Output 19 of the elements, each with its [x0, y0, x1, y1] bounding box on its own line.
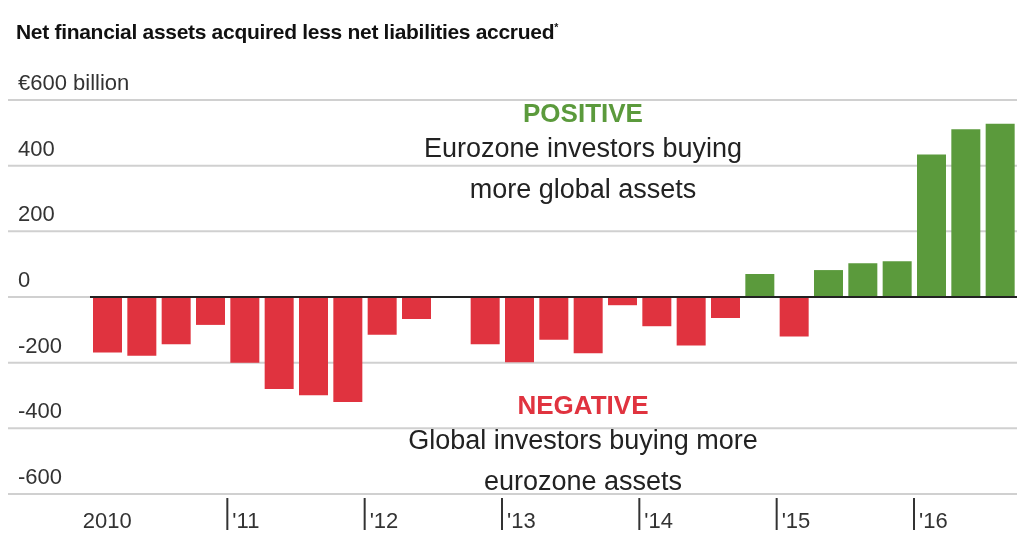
annotation: Eurozone investors buying more global assets	[422, 132, 744, 206]
annotation: NEGATIVE	[516, 390, 650, 420]
x-tick-label: '15	[781, 508, 811, 533]
y-tick-label: -200	[18, 332, 63, 358]
y-tick-label: -400	[18, 398, 63, 424]
x-tick-label: '11	[232, 508, 260, 533]
y-tick-label: €600 billion	[18, 70, 130, 95]
x-tick-label: '16	[919, 508, 948, 533]
annotation: Global investors buying more eurozone assets	[408, 424, 758, 498]
x-tick-label: 2010	[82, 508, 132, 533]
y-tick-label: 0	[18, 267, 31, 292]
chart-title: Net financial assets acquired less net liabilities accrued$^{*}$	[16, 20, 558, 43]
y-tick-label: -600	[18, 464, 63, 489]
x-tick-label: '14	[644, 508, 674, 533]
x-tick-label: '13	[507, 508, 536, 533]
y-tick-label: 400	[18, 135, 55, 161]
y-tick-label: 200	[18, 201, 55, 227]
x-tick-label: '12	[369, 508, 399, 533]
annotation: POSITIVE	[522, 98, 644, 128]
